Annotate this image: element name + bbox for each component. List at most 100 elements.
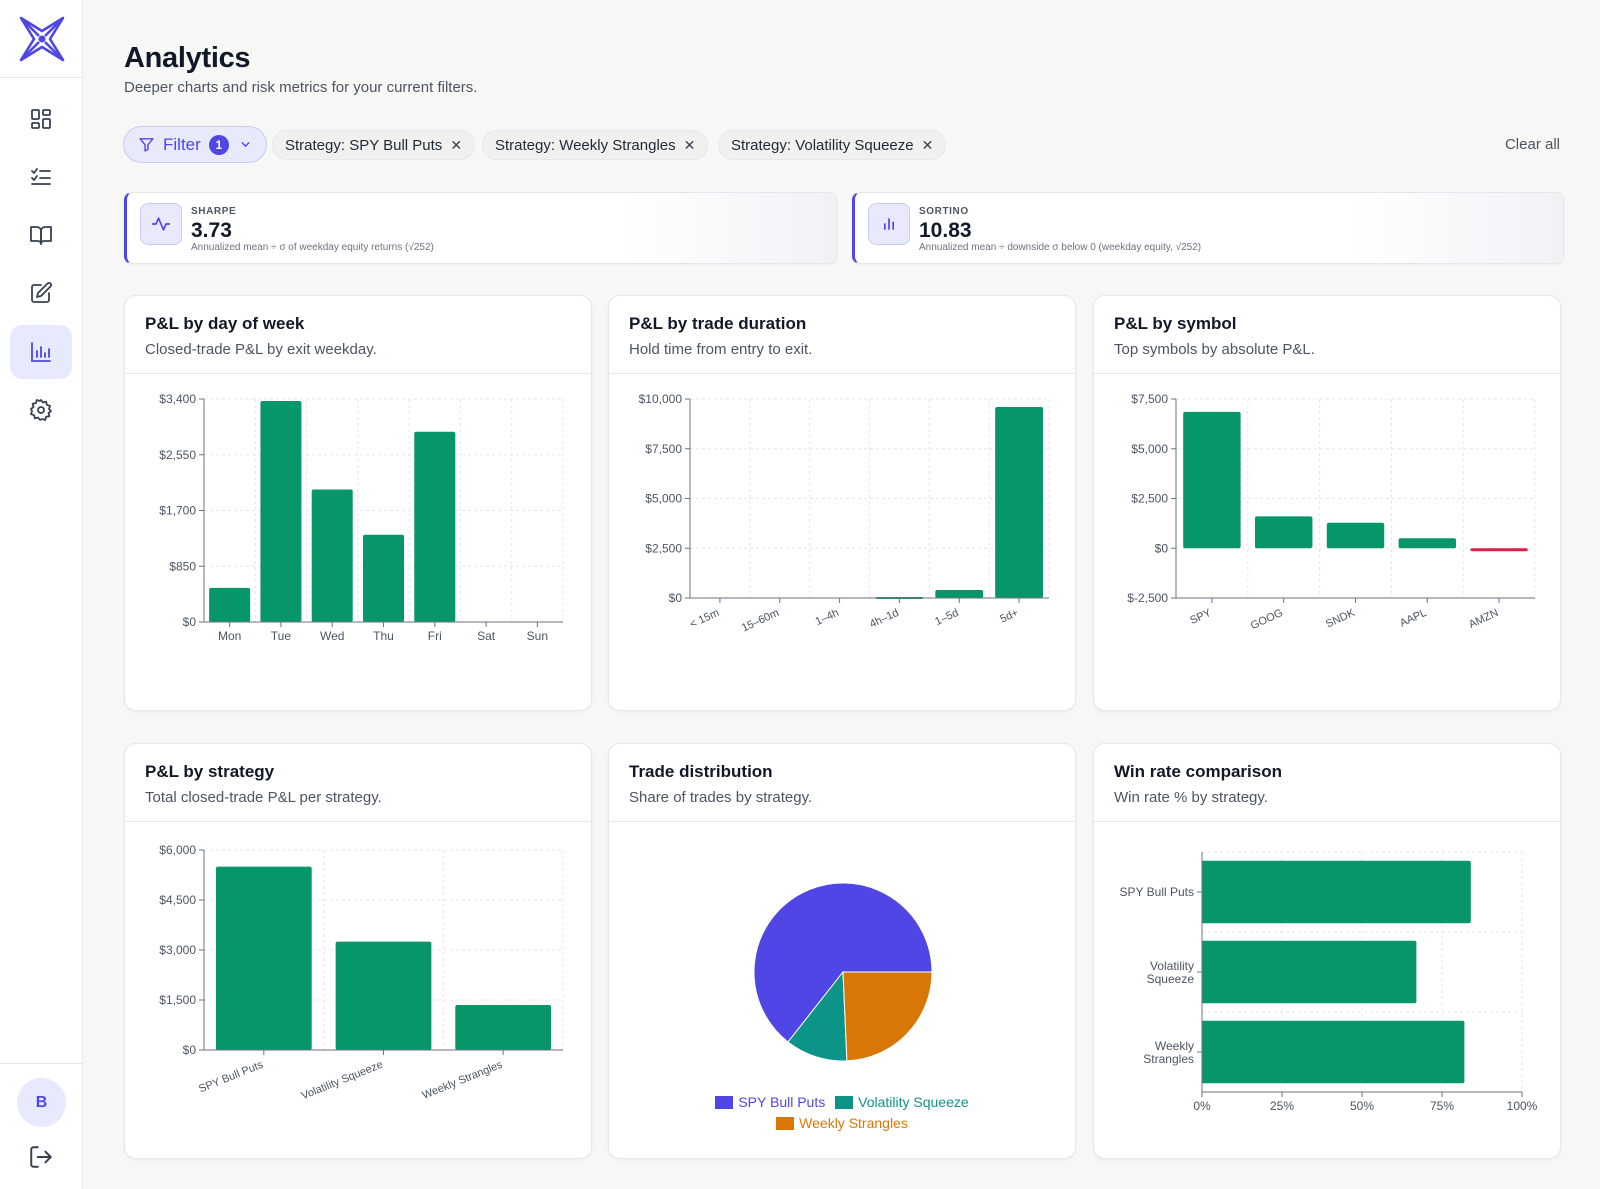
y-tick-label: SPY Bull Puts [1120, 885, 1194, 899]
filter-chip-label: Strategy: Weekly Strangles [495, 136, 676, 154]
y-tick-label: $0 [183, 1043, 197, 1057]
filter-chip-label: Strategy: SPY Bull Puts [285, 136, 443, 154]
card-title: P&L by trade duration [629, 314, 807, 333]
card-subtitle: Hold time from entry to exit. [629, 341, 813, 358]
grid-icon [31, 109, 51, 129]
y-tick-label: $0 [183, 615, 197, 629]
chart-card-trade-duration: P&L by trade duration Hold time from ent… [608, 295, 1076, 711]
card-header: Trade distribution Share of trades by st… [609, 744, 1075, 822]
sortino-metric-card: SORTINO 10.83 Annualized mean ÷ downside… [852, 192, 1564, 264]
bar [1202, 940, 1417, 1004]
checklist-icon [31, 168, 51, 185]
metric-label: SORTINO [919, 206, 969, 217]
sidebar-item-dashboard[interactable] [10, 92, 72, 146]
x-tick-label: SPY Bull Puts [197, 1058, 265, 1095]
card-subtitle: Win rate % by strategy. [1114, 789, 1268, 806]
x-tick-label: 0% [1193, 1099, 1211, 1113]
bar [1470, 548, 1528, 552]
page-subtitle: Deeper charts and risk metrics for your … [124, 79, 478, 96]
day-of-week-chart: $0 $850 $1,700 $2,550 $3,400 Mon Tue Wed Thu Fri S… [159, 392, 564, 643]
sidebar-item-playbook[interactable] [10, 208, 72, 262]
filter-chip[interactable]: Strategy: Volatility Squeeze ✕ [718, 130, 947, 160]
remove-chip-icon[interactable]: ✕ [921, 136, 934, 153]
sidebar: B [0, 0, 83, 1189]
pie-slice [842, 971, 933, 1062]
strategy-chart: $0 $1,500 $3,000 $4,500 $6,000 SPY Bull Puts V… [159, 843, 564, 1102]
metric-label: SHARPE [191, 206, 237, 217]
bar [260, 400, 302, 622]
y-tick-label: $7,500 [645, 442, 682, 456]
card-title: Trade distribution [629, 762, 773, 781]
legend-item[interactable]: Weekly Strangles [776, 1115, 908, 1131]
bar [995, 406, 1044, 598]
sidebar-item-journal[interactable] [10, 266, 72, 320]
y-tick-label: $3,400 [159, 392, 196, 406]
x-tick-label: Sat [477, 629, 496, 643]
y-tick-label: $0 [669, 591, 683, 605]
sidebar-item-analytics[interactable] [10, 325, 72, 379]
legend-label: SPY Bull Puts [738, 1094, 826, 1110]
sidebar-item-trades[interactable] [10, 150, 72, 204]
pie-legend-row-2: Weekly Strangles [609, 1115, 1075, 1133]
y-tick-label: Weekly [1155, 1039, 1194, 1053]
bar [362, 534, 405, 622]
symbol-chart: $-2,500 $0 $2,500 $5,000 $7,500 SPY GOOG SNDK AA… [1127, 392, 1536, 632]
x-tick-label: AAPL [1398, 607, 1429, 630]
card-subtitle: Share of trades by strategy. [629, 789, 813, 806]
x-tick-label: GOOG [1249, 607, 1285, 632]
chart-card-strategy: P&L by strategy Total closed-trade P&L p… [124, 743, 592, 1159]
x-tick-label: 75% [1430, 1099, 1454, 1113]
legend-swatch [776, 1116, 795, 1130]
pie-slice [753, 882, 933, 1043]
bar [1202, 860, 1471, 924]
y-tick-label: Squeeze [1147, 972, 1195, 986]
y-tick-label: $5,000 [645, 492, 682, 506]
chart-card-trade-distribution: Trade distribution Share of trades by st… [608, 743, 1076, 1159]
x-tick-label: 1–5d [933, 607, 960, 628]
bar [1326, 522, 1385, 549]
card-title: Win rate comparison [1114, 762, 1282, 781]
x-tick-label: < 15m [688, 607, 721, 631]
x-tick-label: 15–60m [740, 607, 781, 635]
legend-item[interactable]: SPY Bull Puts [715, 1094, 825, 1110]
bar [209, 587, 251, 622]
gear-icon [30, 399, 52, 421]
x-tick-label: 4h–1d [868, 607, 901, 631]
y-tick-label: $1,700 [159, 504, 196, 518]
filter-button[interactable]: Filter 1 [123, 126, 267, 163]
y-tick-label: $-2,500 [1127, 591, 1168, 605]
filter-chip[interactable]: Strategy: SPY Bull Puts ✕ [272, 130, 476, 160]
chevron-down-icon [241, 142, 250, 148]
bar [311, 489, 353, 622]
metric-description: Annualized mean ÷ downside σ below 0 (we… [919, 242, 1202, 253]
y-tick-label: $2,500 [645, 541, 682, 555]
filter-chip-label: Strategy: Volatility Squeeze [731, 136, 914, 154]
x-tick-label: AMZN [1467, 607, 1500, 631]
remove-chip-icon[interactable]: ✕ [683, 136, 696, 153]
card-title: P&L by day of week [145, 314, 305, 333]
bar [335, 941, 432, 1050]
x-tick-label: Sun [527, 629, 548, 643]
card-title: P&L by strategy [145, 762, 275, 781]
bar-chart-icon [31, 342, 51, 362]
y-tick-label: $2,550 [159, 448, 196, 462]
x-tick-label: 50% [1350, 1099, 1374, 1113]
sharpe-metric-card: SHARPE 3.73 Annualized mean ÷ σ of weekd… [124, 192, 837, 264]
y-tick-label: $5,000 [1131, 442, 1168, 456]
bar-chart-icon [868, 203, 910, 245]
metric-value: 3.73 [191, 219, 232, 242]
avatar[interactable]: B [17, 1078, 66, 1127]
card-header: P&L by day of week Closed-trade P&L by e… [125, 296, 591, 374]
edit-icon [31, 282, 52, 303]
clear-all-link[interactable]: Clear all [1504, 136, 1560, 153]
x-tick-label: SNDK [1324, 607, 1357, 631]
remove-chip-icon[interactable]: ✕ [450, 136, 463, 153]
card-subtitle: Total closed-trade P&L per strategy. [145, 789, 382, 806]
filter-chip[interactable]: Strategy: Weekly Strangles ✕ [482, 130, 709, 160]
legend-item[interactable]: Volatility Squeeze [835, 1094, 969, 1110]
sidebar-item-settings[interactable] [10, 383, 72, 437]
app-logo[interactable] [0, 0, 83, 78]
x-tick-label: 5d+ [998, 607, 1020, 626]
x-tick-label: SPY [1188, 607, 1214, 627]
logout-icon[interactable] [28, 1144, 54, 1170]
